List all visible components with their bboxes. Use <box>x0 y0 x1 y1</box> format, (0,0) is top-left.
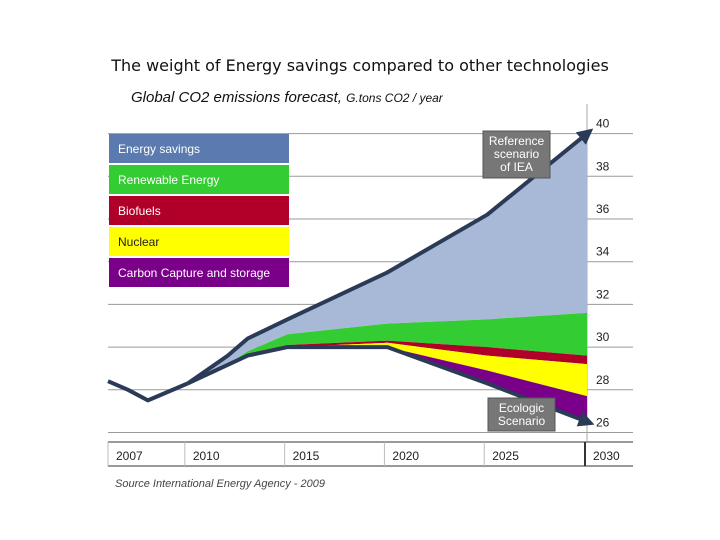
x-tick-label: 2025 <box>492 449 519 463</box>
legend-label: Energy savings <box>118 142 200 156</box>
ecologic-callout: Ecologic Scenario <box>487 397 556 432</box>
x-tick-label: 2015 <box>293 449 320 463</box>
x-tick-label: 2007 <box>116 449 143 463</box>
y-tick-label: 36 <box>596 202 610 216</box>
y-tick-label: 34 <box>596 245 610 259</box>
legend-item: Nuclear <box>109 227 289 256</box>
chart-subtitle: Global CO2 emissions forecast, G.tons CO… <box>131 89 443 106</box>
legend-item: Carbon Capture and storage <box>109 258 289 287</box>
reference-callout-line: scenario <box>494 147 540 161</box>
y-tick-label: 40 <box>596 117 610 131</box>
legend-swatch <box>109 196 289 225</box>
reference-scenario-line <box>186 128 594 386</box>
x-tick-label: 2030 <box>593 449 620 463</box>
y-tick-label: 28 <box>596 373 610 387</box>
legend: Energy savings Renewable Energy Biofuels Nu… <box>109 134 289 287</box>
source-note: Source International Energy Agency - 200… <box>115 478 325 490</box>
subtitle-text: Global CO2 emissions forecast, <box>131 89 342 106</box>
x-tick-label: 2020 <box>392 449 419 463</box>
legend-item: Energy savings <box>109 134 289 163</box>
legend-label: Carbon Capture and storage <box>118 266 270 280</box>
reference-callout-box <box>482 130 551 179</box>
area-nuclear <box>187 342 588 397</box>
area-biofuels <box>187 340 588 384</box>
legend-label: Renewable Energy <box>118 173 219 187</box>
x-tick-label: 2010 <box>193 449 220 463</box>
area-carbon-capture-and-storage <box>187 347 588 422</box>
ecologic-scenario-line <box>186 345 595 427</box>
reference-callout-line: Reference <box>489 134 545 148</box>
y-tick-label: 32 <box>596 287 610 301</box>
legend-swatch <box>109 227 289 256</box>
lines <box>107 128 595 427</box>
ecologic-callout-line: Ecologic <box>499 401 544 415</box>
y-tick-label: 30 <box>596 330 610 344</box>
reference-callout-line: of IEA <box>500 160 533 174</box>
page-title: The weight of Energy savings compared to… <box>111 56 609 75</box>
legend-swatch <box>109 165 289 194</box>
legend-item: Renewable Energy <box>109 165 289 194</box>
history-line <box>107 379 189 403</box>
y-tick-label: 38 <box>596 159 610 173</box>
legend-item: Biofuels <box>109 196 289 225</box>
legend-label: Nuclear <box>118 235 159 249</box>
legend-swatch <box>109 134 289 163</box>
annotations: Reference scenario of IEA Ecologic Scenario <box>482 130 556 432</box>
axes: 26 28 30 32 34 36 38 40 2007 2010 2015 2020 2025 2030 <box>107 117 633 467</box>
ecologic-callout-line: Scenario <box>498 414 546 428</box>
reference-callout-text: Reference scenario of IEA <box>489 134 545 174</box>
reference-callout: Reference scenario of IEA <box>482 130 551 179</box>
legend-label: Biofuels <box>118 204 161 218</box>
unit-label: G.tons CO2 / year <box>346 91 443 105</box>
area-renewable-energy <box>187 312 588 384</box>
ecologic-callout-box <box>487 397 556 432</box>
y-tick-label: 26 <box>596 415 610 429</box>
legend-swatch <box>109 258 289 287</box>
ecologic-callout-text: Ecologic Scenario <box>498 401 546 428</box>
